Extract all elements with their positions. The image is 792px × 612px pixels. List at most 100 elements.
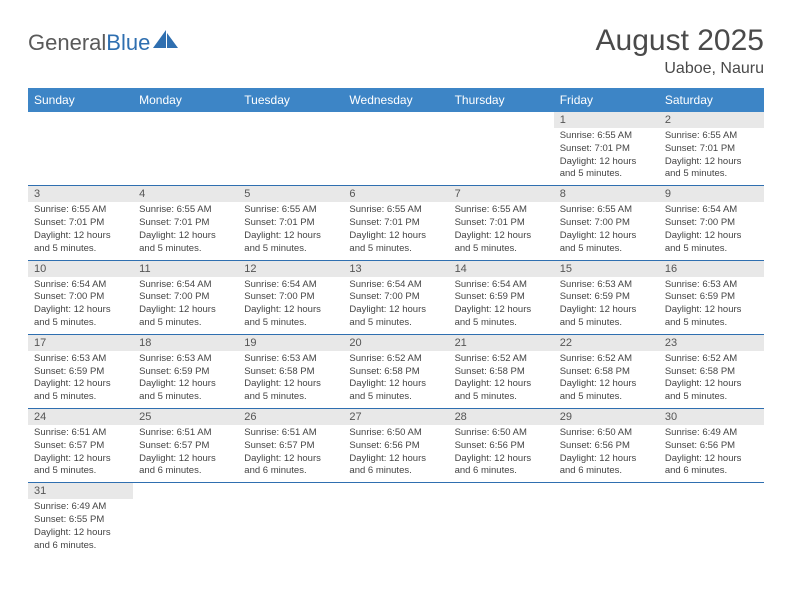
day-number: 6: [343, 186, 448, 202]
day-number: 28: [449, 409, 554, 425]
calendar-day-cell: 30Sunrise: 6:49 AMSunset: 6:56 PMDayligh…: [659, 409, 764, 483]
day-details: Sunrise: 6:50 AMSunset: 6:56 PMDaylight:…: [449, 425, 554, 482]
calendar-day-cell: 31Sunrise: 6:49 AMSunset: 6:55 PMDayligh…: [28, 483, 133, 557]
calendar-day-cell: 20Sunrise: 6:52 AMSunset: 6:58 PMDayligh…: [343, 334, 448, 408]
day-details: Sunrise: 6:53 AMSunset: 6:59 PMDaylight:…: [133, 351, 238, 408]
day-details: Sunrise: 6:53 AMSunset: 6:58 PMDaylight:…: [238, 351, 343, 408]
calendar-empty-cell: [449, 483, 554, 557]
weekday-header-row: SundayMondayTuesdayWednesdayThursdayFrid…: [28, 88, 764, 112]
location-subtitle: Uaboe, Nauru: [596, 60, 764, 78]
day-number: 26: [238, 409, 343, 425]
calendar-day-cell: 4Sunrise: 6:55 AMSunset: 7:01 PMDaylight…: [133, 186, 238, 260]
calendar-day-cell: 19Sunrise: 6:53 AMSunset: 6:58 PMDayligh…: [238, 334, 343, 408]
calendar-day-cell: 25Sunrise: 6:51 AMSunset: 6:57 PMDayligh…: [133, 409, 238, 483]
calendar-day-cell: 22Sunrise: 6:52 AMSunset: 6:58 PMDayligh…: [554, 334, 659, 408]
calendar-empty-cell: [343, 483, 448, 557]
calendar-empty-cell: [449, 112, 554, 186]
day-number: 2: [659, 112, 764, 128]
day-number: 8: [554, 186, 659, 202]
calendar-empty-cell: [133, 112, 238, 186]
title-block: August 2025 Uaboe, Nauru: [596, 24, 764, 78]
day-details: Sunrise: 6:55 AMSunset: 7:01 PMDaylight:…: [449, 202, 554, 259]
sail-icon: [153, 30, 179, 56]
day-details: Sunrise: 6:51 AMSunset: 6:57 PMDaylight:…: [28, 425, 133, 482]
day-number: 30: [659, 409, 764, 425]
day-details: Sunrise: 6:50 AMSunset: 6:56 PMDaylight:…: [554, 425, 659, 482]
weekday-header: Tuesday: [238, 88, 343, 112]
calendar-empty-cell: [554, 483, 659, 557]
calendar-day-cell: 3Sunrise: 6:55 AMSunset: 7:01 PMDaylight…: [28, 186, 133, 260]
calendar-day-cell: 5Sunrise: 6:55 AMSunset: 7:01 PMDaylight…: [238, 186, 343, 260]
weekday-header: Sunday: [28, 88, 133, 112]
logo-text-general: General: [28, 30, 106, 56]
day-number: 17: [28, 335, 133, 351]
header: GeneralBlue August 2025 Uaboe, Nauru: [28, 24, 764, 78]
calendar-day-cell: 23Sunrise: 6:52 AMSunset: 6:58 PMDayligh…: [659, 334, 764, 408]
day-number: 9: [659, 186, 764, 202]
day-details: Sunrise: 6:54 AMSunset: 7:00 PMDaylight:…: [133, 277, 238, 334]
day-number: 3: [28, 186, 133, 202]
calendar-day-cell: 11Sunrise: 6:54 AMSunset: 7:00 PMDayligh…: [133, 260, 238, 334]
month-title: August 2025: [596, 24, 764, 58]
calendar-day-cell: 21Sunrise: 6:52 AMSunset: 6:58 PMDayligh…: [449, 334, 554, 408]
calendar-week-row: 1Sunrise: 6:55 AMSunset: 7:01 PMDaylight…: [28, 112, 764, 186]
calendar-day-cell: 26Sunrise: 6:51 AMSunset: 6:57 PMDayligh…: [238, 409, 343, 483]
day-number: 18: [133, 335, 238, 351]
day-number: 29: [554, 409, 659, 425]
day-number: 7: [449, 186, 554, 202]
logo: GeneralBlue: [28, 30, 179, 56]
day-number: 10: [28, 261, 133, 277]
day-details: Sunrise: 6:52 AMSunset: 6:58 PMDaylight:…: [449, 351, 554, 408]
day-number: 13: [343, 261, 448, 277]
day-number: 31: [28, 483, 133, 499]
calendar-day-cell: 7Sunrise: 6:55 AMSunset: 7:01 PMDaylight…: [449, 186, 554, 260]
day-details: Sunrise: 6:49 AMSunset: 6:56 PMDaylight:…: [659, 425, 764, 482]
calendar-day-cell: 16Sunrise: 6:53 AMSunset: 6:59 PMDayligh…: [659, 260, 764, 334]
calendar-day-cell: 17Sunrise: 6:53 AMSunset: 6:59 PMDayligh…: [28, 334, 133, 408]
calendar-empty-cell: [133, 483, 238, 557]
calendar-week-row: 24Sunrise: 6:51 AMSunset: 6:57 PMDayligh…: [28, 409, 764, 483]
day-details: Sunrise: 6:55 AMSunset: 7:01 PMDaylight:…: [28, 202, 133, 259]
day-number: 20: [343, 335, 448, 351]
day-details: Sunrise: 6:55 AMSunset: 7:01 PMDaylight:…: [343, 202, 448, 259]
day-details: Sunrise: 6:54 AMSunset: 7:00 PMDaylight:…: [28, 277, 133, 334]
day-details: Sunrise: 6:51 AMSunset: 6:57 PMDaylight:…: [133, 425, 238, 482]
calendar-day-cell: 28Sunrise: 6:50 AMSunset: 6:56 PMDayligh…: [449, 409, 554, 483]
day-details: Sunrise: 6:54 AMSunset: 7:00 PMDaylight:…: [659, 202, 764, 259]
day-details: Sunrise: 6:55 AMSunset: 7:01 PMDaylight:…: [133, 202, 238, 259]
logo-text-blue: Blue: [106, 30, 150, 56]
calendar-empty-cell: [238, 483, 343, 557]
day-number: 21: [449, 335, 554, 351]
calendar-day-cell: 12Sunrise: 6:54 AMSunset: 7:00 PMDayligh…: [238, 260, 343, 334]
day-details: Sunrise: 6:50 AMSunset: 6:56 PMDaylight:…: [343, 425, 448, 482]
calendar-day-cell: 15Sunrise: 6:53 AMSunset: 6:59 PMDayligh…: [554, 260, 659, 334]
calendar-empty-cell: [343, 112, 448, 186]
day-number: 11: [133, 261, 238, 277]
day-number: 5: [238, 186, 343, 202]
day-number: 19: [238, 335, 343, 351]
day-number: 1: [554, 112, 659, 128]
calendar-day-cell: 1Sunrise: 6:55 AMSunset: 7:01 PMDaylight…: [554, 112, 659, 186]
weekday-header: Wednesday: [343, 88, 448, 112]
day-details: Sunrise: 6:53 AMSunset: 6:59 PMDaylight:…: [554, 277, 659, 334]
day-details: Sunrise: 6:55 AMSunset: 7:00 PMDaylight:…: [554, 202, 659, 259]
day-number: 14: [449, 261, 554, 277]
weekday-header: Monday: [133, 88, 238, 112]
calendar-day-cell: 29Sunrise: 6:50 AMSunset: 6:56 PMDayligh…: [554, 409, 659, 483]
day-details: Sunrise: 6:55 AMSunset: 7:01 PMDaylight:…: [238, 202, 343, 259]
day-details: Sunrise: 6:51 AMSunset: 6:57 PMDaylight:…: [238, 425, 343, 482]
day-details: Sunrise: 6:55 AMSunset: 7:01 PMDaylight:…: [554, 128, 659, 185]
calendar-day-cell: 10Sunrise: 6:54 AMSunset: 7:00 PMDayligh…: [28, 260, 133, 334]
calendar-week-row: 17Sunrise: 6:53 AMSunset: 6:59 PMDayligh…: [28, 334, 764, 408]
day-details: Sunrise: 6:54 AMSunset: 7:00 PMDaylight:…: [343, 277, 448, 334]
day-details: Sunrise: 6:54 AMSunset: 6:59 PMDaylight:…: [449, 277, 554, 334]
day-number: 15: [554, 261, 659, 277]
day-number: 12: [238, 261, 343, 277]
calendar-day-cell: 6Sunrise: 6:55 AMSunset: 7:01 PMDaylight…: [343, 186, 448, 260]
day-number: 4: [133, 186, 238, 202]
calendar-day-cell: 27Sunrise: 6:50 AMSunset: 6:56 PMDayligh…: [343, 409, 448, 483]
calendar-week-row: 10Sunrise: 6:54 AMSunset: 7:00 PMDayligh…: [28, 260, 764, 334]
day-details: Sunrise: 6:52 AMSunset: 6:58 PMDaylight:…: [659, 351, 764, 408]
day-details: Sunrise: 6:53 AMSunset: 6:59 PMDaylight:…: [659, 277, 764, 334]
calendar-empty-cell: [659, 483, 764, 557]
